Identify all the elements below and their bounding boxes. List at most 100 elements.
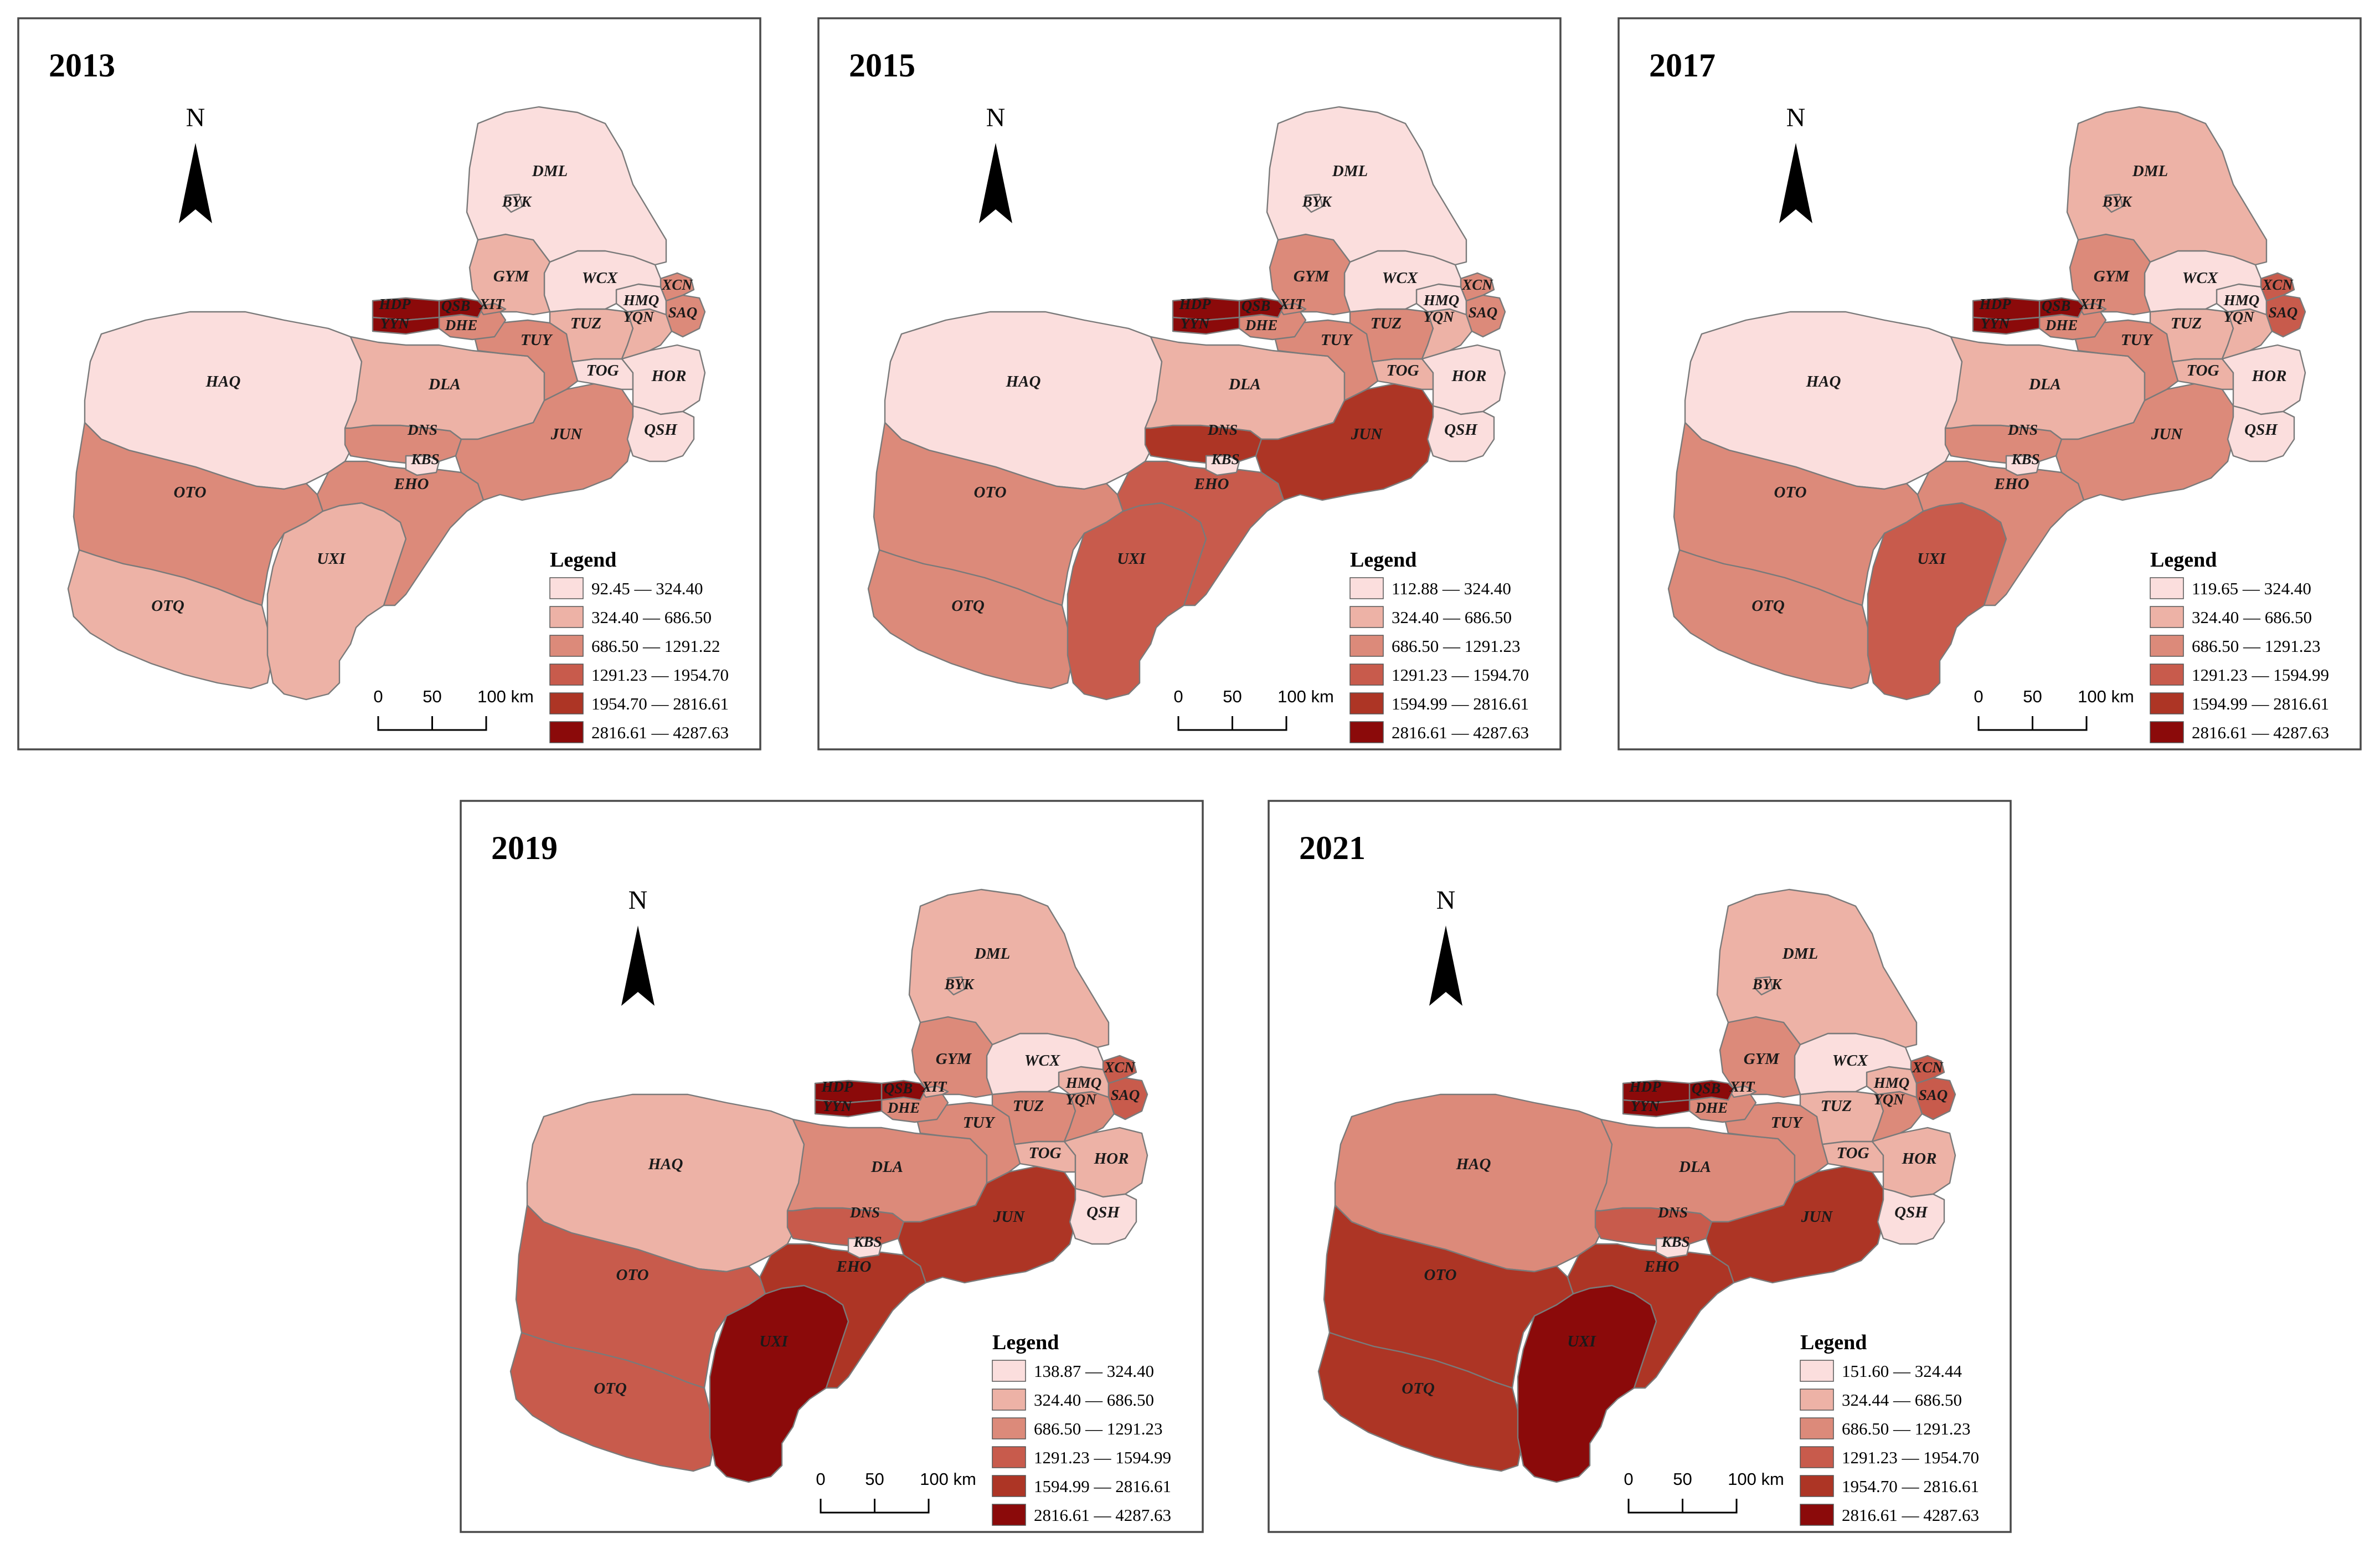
legend-entry-label: 2816.61 — 4287.63 [591, 723, 729, 742]
legend-swatch [2150, 664, 2184, 686]
region-label-haq: HAQ [1456, 1155, 1491, 1173]
region-label-tuz: TUZ [2171, 315, 2202, 332]
scale-label: 100 km [1277, 687, 1334, 706]
region-dns [786, 1207, 905, 1248]
region-label-tog: TOG [1386, 362, 1419, 379]
region-saq [1465, 294, 1506, 338]
region-label-dns: DNS [407, 421, 437, 438]
region-yyn [1172, 316, 1240, 335]
region-xcn [1910, 1055, 1945, 1084]
legend-title: Legend [992, 1331, 1059, 1354]
region-label-hor: HOR [1902, 1150, 1937, 1168]
map-regions [1317, 888, 1956, 1483]
legend-swatch [2150, 721, 2184, 743]
legend-entry-label: 1954.70 — 2816.61 [1842, 1477, 1979, 1496]
region-label-saq: SAQ [1111, 1087, 1140, 1103]
region-label-wcx: WCX [2182, 269, 2218, 287]
legend-swatch [992, 1504, 1026, 1526]
region-saq [2265, 294, 2306, 338]
legend-swatch [549, 577, 584, 599]
legend-entry-label: 324.44 — 686.50 [1842, 1390, 1962, 1410]
scale-label: 0 [1624, 1469, 1633, 1489]
legend-swatch [2150, 577, 2184, 599]
region-dml [466, 106, 667, 266]
region-label-qsh: QSH [644, 421, 678, 439]
legend-title: Legend [1800, 1331, 1867, 1354]
region-qsh [1426, 405, 1495, 462]
north-label: N [629, 886, 648, 915]
region-label-oto: OTO [616, 1266, 648, 1284]
region-label-dhe: DHE [1695, 1099, 1728, 1116]
region-tuy [471, 319, 579, 402]
region-dml [1266, 106, 1467, 266]
north-label: N [1436, 886, 1456, 915]
region-byk [1754, 976, 1774, 996]
region-label-tuy: TUY [963, 1114, 996, 1132]
legend-entry-label: 686.50 — 1291.23 [1842, 1419, 1971, 1438]
region-tuy [2072, 319, 2179, 402]
scale-bar: 0 50 100 km [1624, 1469, 1784, 1514]
region-label-jun: JUN [2151, 425, 2183, 443]
region-byk [2104, 193, 2124, 213]
legend-swatch [1349, 692, 1384, 714]
region-label-uxi: UXI [759, 1333, 789, 1350]
region-label-hdp: HDP [1629, 1078, 1662, 1095]
region-label-dns: DNS [2007, 421, 2038, 438]
region-label-haq: HAQ [1806, 373, 1841, 390]
region-hor [621, 344, 706, 415]
region-label-uxi: UXI [317, 550, 346, 568]
region-tuy [914, 1102, 1021, 1184]
legend-swatch [2150, 606, 2184, 628]
region-label-dhe: DHE [2045, 317, 2078, 333]
region-label-tog: TOG [586, 362, 619, 379]
region-label-eho: EHO [1194, 475, 1229, 493]
region-label-tuz: TUZ [570, 315, 601, 332]
north-arrow-icon: N [979, 103, 1012, 223]
region-qsh [2227, 405, 2295, 462]
region-label-tuy: TUY [1771, 1114, 1804, 1132]
north-arrow-icon: N [179, 103, 212, 223]
region-label-otq: OTQ [1402, 1380, 1435, 1397]
region-label-yyn: YYN [1631, 1098, 1661, 1114]
legend-entry-label: 1594.99 — 2816.61 [1392, 694, 1529, 713]
region-label-qsh: QSH [1894, 1204, 1928, 1221]
region-label-dml: DML [2132, 162, 2168, 180]
region-label-yqn: YQN [1873, 1091, 1905, 1108]
region-label-saq: SAQ [2269, 304, 2298, 321]
region-saq [1915, 1077, 1956, 1120]
region-label-jun: JUN [1801, 1208, 1833, 1226]
region-label-dns: DNS [1207, 421, 1238, 438]
region-label-tuy: TUY [521, 331, 553, 349]
region-label-dla: DLA [1678, 1158, 1711, 1176]
legend-swatch [549, 606, 584, 628]
region-qsb [880, 1079, 927, 1101]
region-xcn [2260, 272, 2295, 302]
region-xcn [1102, 1055, 1137, 1084]
legend-swatch [992, 1417, 1026, 1439]
region-qsh [1877, 1187, 1945, 1245]
region-label-jun: JUN [993, 1208, 1025, 1226]
scale-label: 50 [2023, 687, 2042, 706]
legend: Legend 92.45 — 324.40 324.40 — 686.50 686.5… [549, 548, 729, 743]
region-label-qsh: QSH [1086, 1204, 1120, 1221]
scale-label: 50 [423, 687, 441, 706]
region-label-hmq: HMQ [1873, 1074, 1910, 1091]
region-byk [503, 193, 523, 213]
legend-swatch [549, 692, 584, 714]
region-label-oto: OTO [1774, 484, 1806, 501]
region-xit [477, 302, 507, 316]
region-label-wcx: WCX [1832, 1052, 1868, 1069]
region-label-wcx: WCX [1024, 1052, 1060, 1069]
region-label-dml: DML [532, 162, 568, 180]
region-label-hmq: HMQ [2223, 292, 2260, 308]
legend-entry-label: 119.65 — 324.40 [2192, 579, 2311, 598]
region-label-xit: XIT [1729, 1078, 1755, 1095]
legend-swatch [1800, 1389, 1834, 1411]
region-label-hmq: HMQ [1065, 1074, 1102, 1091]
region-label-saq: SAQ [1919, 1087, 1948, 1103]
scale-label: 100 km [1728, 1469, 1784, 1489]
